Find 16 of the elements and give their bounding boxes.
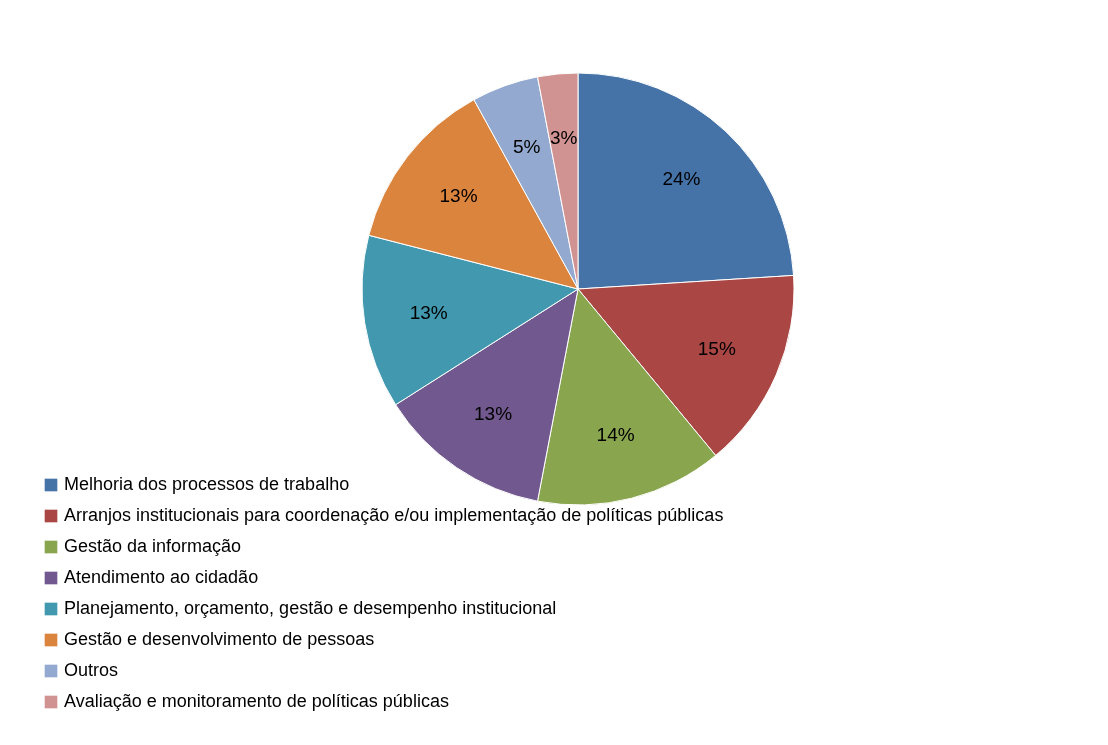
legend-label: Avaliação e monitoramento de políticas públicas (64, 691, 449, 711)
data-label: 5% (513, 135, 541, 157)
data-label: 24% (662, 167, 701, 189)
legend-label: Arranjos institucionais para coordenação e/ou implementação de políticas públicas (64, 505, 724, 525)
data-label: 15% (697, 338, 736, 360)
legend-label: Melhoria dos processos de trabalho (64, 474, 350, 494)
legend-label: Atendimento ao cidadão (64, 567, 259, 587)
data-label: 13% (439, 185, 478, 207)
legend-label: Outros (64, 660, 119, 680)
data-label: 13% (474, 403, 513, 425)
data-label: 3% (550, 127, 578, 149)
legend-label: Gestão da informação (64, 536, 242, 556)
legend-label: Gestão e desenvolvimento de pessoas (64, 629, 375, 649)
legend-label: Planejamento, orçamento, gestão e desempenho institucional (64, 598, 557, 618)
data-label: 14% (596, 424, 635, 446)
data-label: 13% (409, 301, 448, 323)
